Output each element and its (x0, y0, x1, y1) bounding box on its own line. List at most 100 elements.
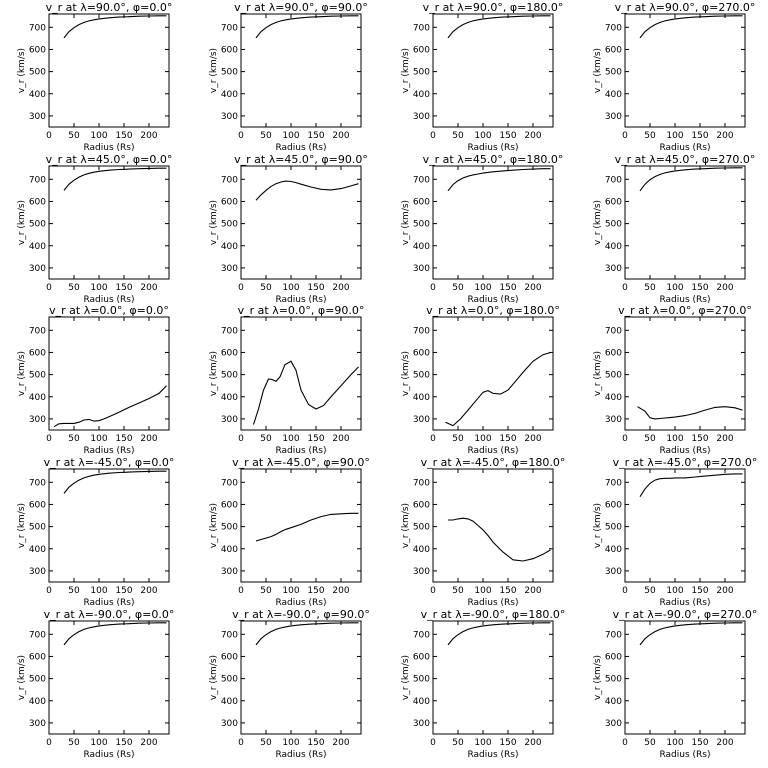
x-tick-label: 150 (499, 131, 516, 141)
y-tick-label: 600 (29, 500, 46, 510)
panel: 0 50 100 150 200 300 400 500 600 700 Radius (Rs) v_… (401, 304, 560, 456)
y-tick-label: 300 (413, 567, 430, 577)
series-line (639, 473, 743, 497)
y-tick-label: 600 (29, 197, 46, 207)
x-axis-label: Radius (Rs) (275, 143, 326, 153)
x-axis-label: Radius (Rs) (275, 598, 326, 608)
y-tick-label: 600 (413, 500, 430, 510)
y-axis-label: v_r (km/s) (401, 200, 411, 245)
y-tick-label: 600 (221, 500, 238, 510)
y-tick-label: 700 (605, 175, 622, 185)
x-tick-label: 200 (716, 131, 733, 141)
x-axis-label: Radius (Rs) (83, 295, 134, 305)
y-tick-label: 700 (605, 478, 622, 488)
y-axis-label: v_r (km/s) (401, 351, 411, 396)
series-line (255, 180, 359, 201)
y-tick-label: 700 (413, 630, 430, 640)
plot-frame (48, 165, 170, 280)
x-tick-label: 0 (622, 283, 628, 293)
x-tick-label: 200 (332, 434, 349, 444)
panel-title: v_r at λ=-45.0°, φ=90.0° (232, 456, 370, 469)
x-tick-label: 50 (260, 131, 272, 141)
plot-frame (240, 165, 362, 280)
plot-frame (624, 468, 746, 583)
y-tick-label: 600 (413, 45, 430, 55)
series-line (63, 167, 167, 191)
y-tick-label: 400 (605, 393, 622, 403)
x-tick-label: 200 (140, 434, 157, 444)
x-tick-label: 150 (499, 586, 516, 596)
x-tick-label: 50 (644, 434, 656, 444)
y-tick-label: 300 (413, 415, 430, 425)
x-tick-label: 0 (46, 586, 52, 596)
x-tick-label: 0 (238, 131, 244, 141)
y-axis-label: v_r (km/s) (17, 200, 27, 245)
x-axis-label: Radius (Rs) (275, 750, 326, 760)
plot-frame (48, 468, 170, 583)
y-tick-label: 400 (221, 697, 238, 707)
y-axis-label: v_r (km/s) (401, 503, 411, 548)
y-tick-label: 600 (29, 45, 46, 55)
series-line (255, 15, 359, 39)
x-tick-label: 50 (452, 131, 464, 141)
x-tick-label: 0 (430, 283, 436, 293)
plot-frame (432, 468, 554, 583)
y-tick-label: 400 (221, 545, 238, 555)
plot-frame (240, 13, 362, 128)
panel: 0 50 100 150 200 300 400 500 600 700 Radius (Rs) v_… (593, 153, 755, 305)
panel: 0 50 100 150 200 300 400 500 600 700 Radius (Rs) v_… (17, 456, 174, 608)
x-tick-label: 150 (115, 283, 132, 293)
x-tick-label: 200 (524, 131, 541, 141)
y-tick-label: 500 (413, 675, 430, 685)
x-tick-label: 200 (332, 738, 349, 748)
y-tick-label: 700 (221, 23, 238, 33)
x-tick-label: 0 (238, 586, 244, 596)
panel: 0 50 100 150 200 300 400 500 600 700 Radius (Rs) v_… (401, 608, 565, 760)
y-axis-label: v_r (km/s) (209, 503, 219, 548)
x-axis-label: Radius (Rs) (659, 598, 710, 608)
y-tick-label: 300 (29, 112, 46, 122)
y-tick-label: 600 (221, 197, 238, 207)
y-tick-label: 500 (413, 220, 430, 230)
y-axis-label: v_r (km/s) (17, 503, 27, 548)
panel-title: v_r at λ=90.0°, φ=90.0° (234, 1, 368, 14)
y-tick-label: 600 (605, 45, 622, 55)
y-tick-label: 300 (413, 112, 430, 122)
y-tick-label: 700 (605, 326, 622, 336)
x-tick-label: 0 (46, 434, 52, 444)
plot-frame (624, 316, 746, 431)
y-tick-label: 400 (413, 90, 430, 100)
x-tick-label: 100 (666, 586, 683, 596)
x-tick-label: 100 (474, 434, 491, 444)
x-tick-label: 0 (46, 131, 52, 141)
y-axis-label: v_r (km/s) (593, 48, 603, 93)
y-tick-label: 500 (221, 220, 238, 230)
x-tick-label: 100 (90, 738, 107, 748)
y-tick-label: 600 (413, 652, 430, 662)
x-tick-label: 0 (238, 283, 244, 293)
x-tick-label: 0 (46, 283, 52, 293)
x-tick-label: 100 (90, 283, 107, 293)
y-tick-label: 700 (221, 478, 238, 488)
panel-title: v_r at λ=0.0°, φ=90.0° (238, 304, 365, 317)
plot-frame (624, 13, 746, 128)
x-tick-label: 100 (666, 738, 683, 748)
plot-frame (432, 13, 554, 128)
x-tick-label: 0 (622, 738, 628, 748)
y-tick-label: 400 (221, 242, 238, 252)
panel: 0 50 100 150 200 300 400 500 600 700 Radius (Rs) v_… (401, 456, 565, 608)
series-line (255, 622, 359, 646)
panel: 0 50 100 150 200 300 400 500 600 700 Radius (Rs) v_… (17, 304, 170, 456)
y-tick-label: 300 (605, 264, 622, 274)
panel-title: v_r at λ=0.0°, φ=270.0° (618, 304, 752, 317)
x-tick-label: 50 (452, 283, 464, 293)
x-tick-label: 50 (68, 586, 80, 596)
series-line (639, 622, 743, 646)
x-tick-label: 0 (430, 586, 436, 596)
y-tick-label: 700 (413, 23, 430, 33)
panel-title: v_r at λ=-90.0°, φ=180.0° (421, 608, 566, 621)
x-tick-label: 50 (260, 283, 272, 293)
panel-title: v_r at λ=0.0°, φ=0.0° (49, 304, 169, 317)
y-tick-label: 600 (221, 45, 238, 55)
